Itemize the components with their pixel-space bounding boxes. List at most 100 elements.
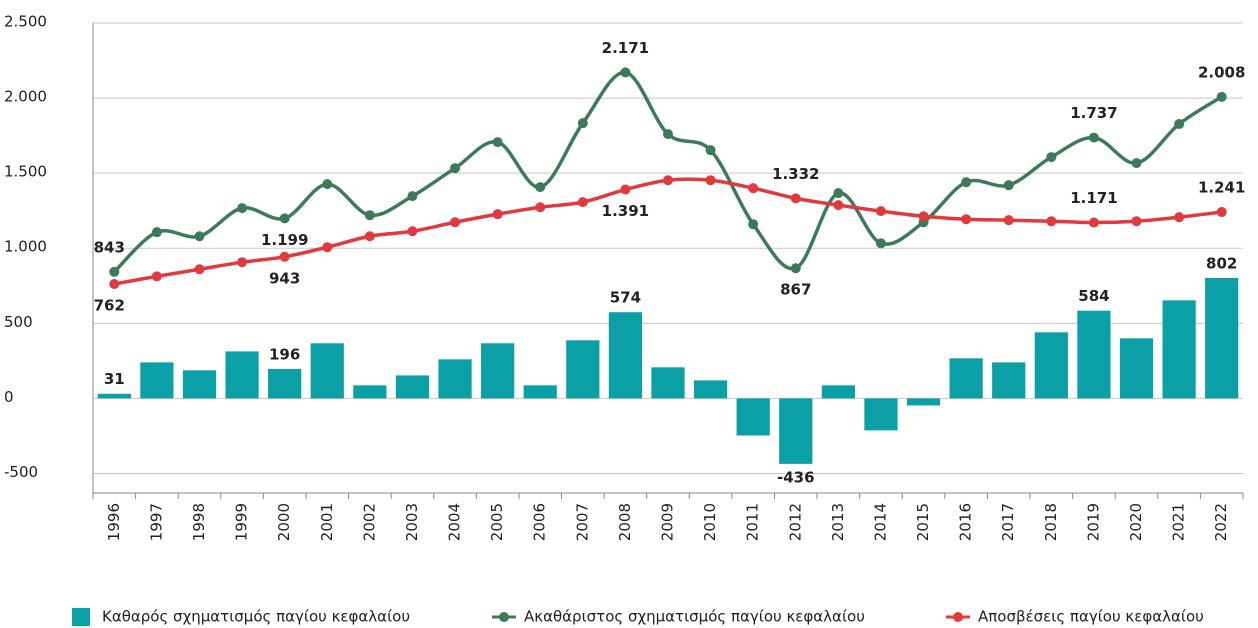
data-label: 1.199 bbox=[261, 231, 308, 249]
bar bbox=[864, 398, 898, 431]
bar bbox=[140, 362, 174, 399]
point bbox=[194, 264, 205, 275]
data-label: 1.391 bbox=[602, 202, 649, 220]
data-label: 1.171 bbox=[1070, 189, 1117, 207]
point bbox=[663, 175, 673, 186]
point bbox=[1216, 91, 1227, 102]
bar bbox=[481, 343, 515, 399]
x-tick-label: 2006 bbox=[531, 503, 549, 541]
data-label: 843 bbox=[94, 238, 125, 256]
bar bbox=[438, 359, 472, 399]
point bbox=[450, 163, 461, 174]
bar bbox=[395, 375, 430, 399]
bar bbox=[693, 380, 728, 399]
point bbox=[1131, 216, 1142, 227]
x-tick-label: 2010 bbox=[701, 503, 719, 541]
point bbox=[279, 213, 290, 224]
point bbox=[833, 200, 844, 211]
point bbox=[875, 206, 886, 217]
point bbox=[748, 183, 759, 194]
x-tick-label: 1997 bbox=[147, 503, 165, 541]
data-label: 2.008 bbox=[1198, 63, 1245, 81]
bar bbox=[1205, 277, 1239, 399]
point bbox=[1088, 132, 1099, 143]
y-tick-label: 500 bbox=[4, 313, 33, 331]
bar bbox=[949, 358, 983, 399]
x-tick-label: 2014 bbox=[871, 503, 889, 541]
x-tick-label: 2011 bbox=[744, 503, 762, 541]
point bbox=[151, 227, 162, 238]
point bbox=[450, 217, 461, 228]
point bbox=[577, 118, 588, 129]
x-tick-label: 1998 bbox=[190, 503, 208, 541]
data-label: 1.332 bbox=[772, 165, 819, 183]
x-tick-label: 2016 bbox=[957, 503, 975, 541]
y-tick-label: 0 bbox=[4, 388, 14, 406]
bar bbox=[566, 340, 600, 399]
point bbox=[322, 242, 333, 253]
data-label: 584 bbox=[1078, 287, 1109, 305]
point bbox=[1216, 207, 1227, 218]
bar bbox=[310, 343, 344, 399]
x-tick-label: 2017 bbox=[999, 503, 1017, 541]
point bbox=[535, 182, 546, 193]
x-tick-label: 2021 bbox=[1170, 503, 1188, 541]
y-tick-label: 1.000 bbox=[4, 238, 47, 256]
legend-swatch bbox=[953, 612, 963, 622]
point bbox=[492, 209, 503, 220]
point bbox=[364, 231, 375, 242]
point bbox=[194, 231, 205, 242]
point bbox=[748, 219, 759, 230]
point bbox=[875, 238, 886, 249]
bar bbox=[523, 385, 557, 399]
point bbox=[237, 203, 248, 214]
point bbox=[1131, 158, 1142, 169]
data-label: 196 bbox=[269, 345, 300, 363]
x-tick-label: 2005 bbox=[488, 503, 506, 541]
bar bbox=[608, 312, 643, 399]
y-tick-label: 1.500 bbox=[4, 163, 47, 181]
data-label: 31 bbox=[104, 370, 125, 388]
point bbox=[151, 271, 162, 282]
data-label: 1.737 bbox=[1070, 104, 1117, 122]
point bbox=[663, 129, 673, 140]
point bbox=[577, 197, 588, 208]
point bbox=[279, 251, 290, 262]
point bbox=[833, 188, 844, 199]
x-tick-label: 2018 bbox=[1042, 503, 1060, 541]
point bbox=[1174, 119, 1185, 130]
bar bbox=[651, 367, 685, 399]
point bbox=[620, 184, 631, 195]
bar bbox=[225, 351, 259, 399]
point bbox=[535, 202, 546, 213]
x-tick-label: 1996 bbox=[105, 503, 123, 541]
y-tick-label: 2.000 bbox=[4, 88, 47, 106]
x-tick-label: 2022 bbox=[1212, 503, 1230, 541]
x-tick-label: 2004 bbox=[446, 503, 464, 541]
point bbox=[918, 211, 929, 222]
legend-label: Ακαθάριστος σχηματισμός παγίου κεφαλαίου bbox=[524, 608, 865, 626]
bar bbox=[353, 385, 387, 399]
point bbox=[1046, 216, 1057, 227]
bar bbox=[1162, 300, 1196, 399]
point bbox=[1174, 212, 1185, 223]
x-tick-label: 1999 bbox=[233, 503, 251, 541]
x-tick-label: 2015 bbox=[914, 503, 932, 541]
y-tick-label: -500 bbox=[4, 463, 38, 481]
point bbox=[492, 137, 503, 148]
data-label: -436 bbox=[777, 468, 815, 486]
legend-swatch bbox=[72, 608, 90, 626]
point bbox=[1088, 217, 1099, 228]
bar bbox=[1034, 332, 1068, 399]
point bbox=[322, 179, 333, 190]
point bbox=[407, 226, 418, 237]
point bbox=[705, 175, 716, 186]
x-tick-label: 2013 bbox=[829, 503, 847, 541]
data-label: 2.171 bbox=[602, 39, 649, 57]
legend-swatch bbox=[499, 612, 509, 622]
point bbox=[961, 214, 972, 225]
data-label: 943 bbox=[269, 269, 300, 287]
point bbox=[1046, 152, 1057, 163]
point bbox=[790, 193, 801, 204]
legend-label: Καθαρός σχηματισμός παγίου κεφαλαίου bbox=[102, 608, 410, 626]
